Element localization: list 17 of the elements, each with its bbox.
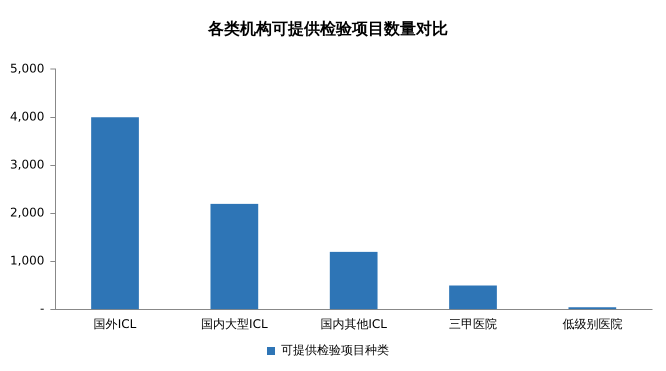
x-tick-label: 国外ICL	[94, 316, 137, 331]
y-tick-label: 4,000	[10, 109, 44, 124]
x-tick-label: 国内大型ICL	[201, 316, 268, 331]
bar	[449, 286, 497, 310]
bar	[330, 252, 378, 310]
bar	[210, 204, 258, 310]
x-tick-label: 低级别医院	[562, 316, 622, 331]
y-tick-label: -	[40, 302, 44, 316]
y-tick-label: 3,000	[10, 157, 44, 172]
y-tick-label: 1,000	[10, 254, 44, 268]
x-tick-label: 国内其他ICL	[320, 316, 388, 331]
legend-label: 可提供检验项目种类	[281, 343, 389, 358]
y-tick-label: 5,000	[10, 61, 44, 76]
y-tick-label: 2,000	[10, 206, 44, 220]
bar	[91, 117, 139, 310]
chart-title: 各类机构可提供检验项目数量对比	[207, 18, 448, 38]
x-tick-label: 三甲医院	[449, 316, 498, 331]
